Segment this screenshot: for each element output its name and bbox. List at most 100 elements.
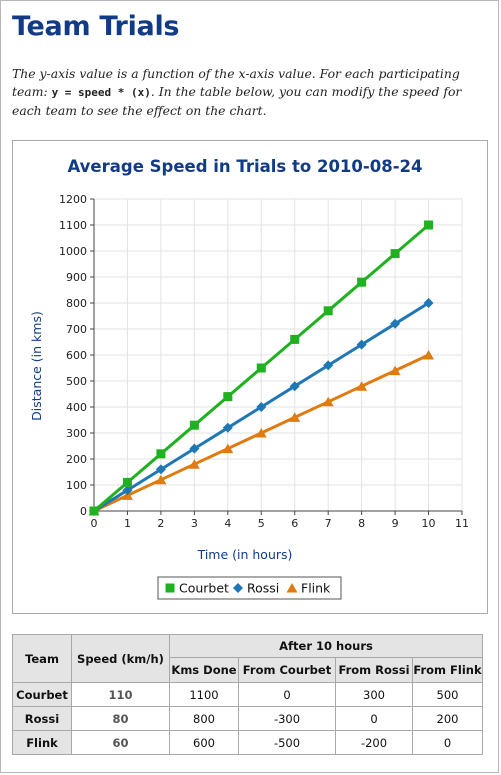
header-after: After 10 hours [169, 634, 483, 658]
legend-marker-rossi [233, 583, 243, 593]
x-tick-label: 9 [392, 517, 399, 530]
team-name: Rossi [12, 706, 72, 731]
data-point-rossi [323, 360, 334, 371]
chart-title: Average Speed in Trials to 2010-08-24 [67, 157, 422, 176]
data-point-courbet [424, 220, 434, 230]
legend-box [157, 576, 342, 600]
from-rossi-cell: 300 [335, 682, 413, 707]
table-row: Courbet 110 1100 0 300 500 [12, 682, 483, 707]
y-tick-label: 900 [66, 271, 87, 284]
data-point-courbet [122, 477, 132, 487]
x-axis-label: Time (in hours) [197, 547, 293, 562]
y-tick-label: 100 [66, 479, 87, 492]
line-chart: Average Speed in Trials to 2010-08-24 0 1… [29, 157, 469, 600]
legend-label-rossi: Rossi [247, 581, 279, 596]
data-point-rossi [222, 422, 233, 433]
y-tick-label: 500 [66, 375, 87, 388]
data-point-courbet [256, 363, 266, 373]
data-point-courbet [156, 449, 166, 459]
x-tick-label: 6 [291, 517, 298, 530]
legend-marker-flink [286, 583, 298, 593]
data-point-flink [289, 412, 301, 422]
x-tick-label: 2 [157, 517, 164, 530]
y-tick-label: 0 [80, 505, 87, 518]
header-from-flink: From Flink [412, 657, 483, 683]
x-tick-label: 7 [325, 517, 332, 530]
data-point-flink [255, 428, 267, 438]
data-point-courbet [189, 420, 199, 430]
x-tick-label: 10 [422, 517, 436, 530]
from-rossi-cell: -200 [335, 730, 413, 755]
from-courbet-cell: -500 [238, 730, 336, 755]
from-flink-cell: 500 [412, 682, 483, 707]
speed-input[interactable]: 80 [71, 706, 170, 731]
data-point-rossi [356, 339, 367, 350]
chart-axes: 0 1 2 3 4 5 6 7 8 9 10 11 0 100 200 300 400 500 600 700 800 9… [59, 193, 469, 530]
from-courbet-cell: -300 [238, 706, 336, 731]
kms-done-cell: 800 [169, 706, 239, 731]
y-tick-label: 300 [66, 427, 87, 440]
data-point-courbet [290, 334, 300, 344]
chart-legend: Courbet Rossi Flink [157, 576, 342, 600]
data-point-flink [222, 443, 234, 454]
header-from-rossi: From Rossi [335, 657, 413, 683]
kms-done-cell: 600 [169, 730, 239, 755]
y-tick-label: 1100 [59, 219, 87, 232]
data-point-courbet [357, 277, 367, 287]
x-tick-label: 0 [91, 517, 98, 530]
y-tick-label: 1000 [59, 245, 87, 258]
data-point-rossi [289, 381, 300, 392]
data-point-courbet [89, 506, 99, 516]
chart-container: Average Speed in Trials to 2010-08-24 0 1… [12, 140, 488, 614]
y-tick-label: 600 [66, 349, 87, 362]
data-point-flink [188, 459, 200, 469]
table-row: Flink 60 600 -500 -200 0 [12, 730, 483, 755]
page-title: Team Trials [12, 11, 180, 42]
data-point-flink [389, 365, 401, 376]
from-flink-cell: 200 [412, 706, 483, 731]
data-point-courbet [223, 392, 233, 402]
from-rossi-cell: 0 [335, 706, 413, 731]
header-from-courbet: From Courbet [238, 657, 336, 683]
speed-input[interactable]: 60 [71, 730, 170, 755]
y-tick-label: 700 [66, 323, 87, 336]
legend-marker-courbet [165, 583, 175, 593]
description-text-1: The y-axis value is a function of the x-… [12, 66, 460, 99]
legend-label-flink: Flink [301, 581, 331, 596]
data-point-rossi [256, 402, 267, 412]
data-point-rossi [155, 464, 166, 475]
results-table-wrapper: Team Speed (km/h) After 10 hours Kms Don… [12, 634, 483, 755]
team-name: Courbet [12, 682, 72, 707]
chart-series [88, 220, 435, 516]
data-point-flink [423, 350, 435, 360]
x-tick-label: 5 [258, 517, 265, 530]
team-name: Flink [12, 730, 72, 755]
page-description: The y-axis value is a function of the x-… [12, 65, 494, 120]
x-tick-label: 11 [455, 517, 469, 530]
x-tick-label: 4 [224, 517, 231, 530]
header-speed: Speed (km/h) [71, 634, 170, 683]
data-point-flink [155, 474, 167, 485]
from-flink-cell: 0 [412, 730, 483, 755]
data-point-courbet [323, 306, 333, 316]
y-tick-label: 800 [66, 297, 87, 310]
x-tick-label: 8 [358, 517, 365, 530]
from-courbet-cell: 0 [238, 682, 336, 707]
legend-label-courbet: Courbet [179, 581, 229, 596]
data-point-flink [322, 396, 334, 407]
data-point-rossi [122, 485, 133, 496]
data-point-rossi [189, 443, 200, 454]
y-tick-label: 400 [66, 401, 87, 414]
table-row: Rossi 80 800 -300 0 200 [12, 706, 483, 731]
data-point-courbet [390, 249, 400, 259]
y-axis-label: Distance (in kms) [29, 311, 44, 421]
description-text-2: . In the table below, you can modify the… [12, 84, 462, 118]
data-point-rossi [390, 318, 401, 329]
y-tick-label: 200 [66, 453, 87, 466]
kms-done-cell: 1100 [169, 682, 239, 707]
y-tick-label: 1200 [59, 193, 87, 206]
header-team: Team [12, 634, 72, 683]
header-kms-done: Kms Done [169, 657, 239, 683]
speed-input[interactable]: 110 [71, 682, 170, 707]
